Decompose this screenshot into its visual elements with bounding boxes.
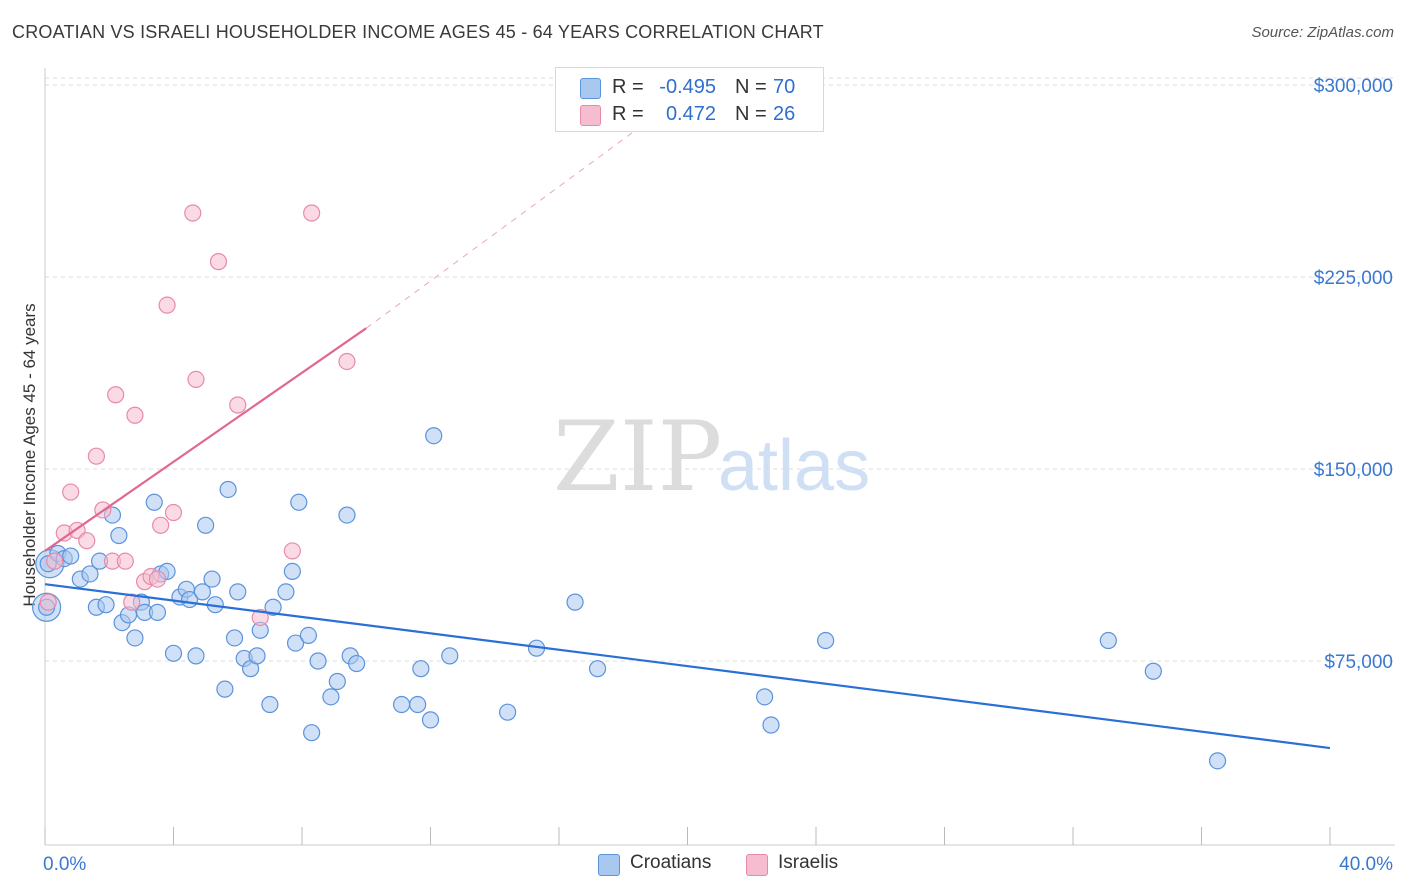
croatian-point: [193, 583, 212, 601]
croatian-point: [264, 598, 282, 616]
croatian-point: [499, 703, 517, 721]
legend-n-label: N =: [735, 103, 767, 125]
israeli-point: [39, 593, 57, 611]
croatian-point: [412, 660, 430, 678]
israeli-point: [303, 204, 321, 222]
croatian-point: [216, 680, 234, 698]
y-axis-label: Householder Income Ages 45 - 64 years: [20, 303, 39, 606]
israeli-trend-extension: [365, 115, 656, 329]
legend-r-value-israelis: 0.472: [665, 103, 716, 125]
croatian-point: [164, 644, 183, 662]
correlation-legend: R = -0.495 N = 70 R = 0.472 N = 26: [555, 67, 824, 132]
croatian-point: [817, 631, 835, 650]
legend-n-value-croatians: 70: [773, 76, 796, 98]
israeli-point: [229, 396, 247, 414]
legend-n-value-israelis: 26: [773, 103, 796, 125]
israeli-point: [107, 386, 125, 404]
watermark-zip: ZIP: [553, 401, 722, 513]
croatian-point: [219, 480, 237, 499]
y-tick-label: $300,000: [1314, 76, 1393, 97]
israeli-point: [123, 593, 141, 611]
croatian-point: [1144, 662, 1162, 680]
croatian-point: [328, 672, 346, 691]
croatian-point: [187, 647, 205, 665]
croatian-point: [392, 695, 411, 714]
israeli-point: [116, 552, 134, 570]
croatian-point: [762, 716, 780, 734]
croatian-point: [81, 565, 99, 583]
israeli-point: [187, 370, 205, 388]
croatian-point: [229, 583, 247, 601]
croatian-point: [1099, 631, 1117, 650]
israeli-point: [283, 542, 301, 560]
croatian-point: [309, 652, 327, 670]
bottom-legend-swatch-israelis: [746, 854, 768, 876]
croatian-point: [225, 629, 244, 647]
israeli-point: [78, 532, 96, 550]
legend-n-label: N =: [735, 76, 767, 98]
israeli-point: [184, 204, 202, 222]
legend-r-value-croatians: -0.495: [659, 76, 716, 98]
croatian-point: [299, 626, 318, 645]
croatian-point: [348, 654, 366, 673]
croatian-point: [441, 647, 459, 665]
y-tick-label: $225,000: [1314, 268, 1393, 289]
croatian-point: [1208, 752, 1227, 770]
legend-swatch-israelis: [580, 105, 601, 126]
croatian-point: [322, 688, 340, 706]
croatian-point: [286, 634, 305, 652]
bottom-legend-swatch-croatians: [598, 854, 620, 876]
croatian-point: [409, 695, 427, 714]
croatian-point: [203, 570, 221, 588]
x-tick-label-min: 0.0%: [43, 854, 86, 875]
croatian-trend-line: [44, 583, 1331, 750]
croatian-point: [197, 516, 215, 534]
croatian-point: [425, 427, 443, 445]
croatian-point: [97, 596, 115, 614]
chart-source: Source: ZipAtlas.com: [1251, 24, 1394, 41]
y-tick-label: $75,000: [1324, 652, 1393, 673]
croatian-point: [421, 711, 440, 729]
israeli-point: [251, 608, 269, 627]
croatian-point: [126, 629, 144, 647]
bottom-legend-label-israelis: Israelis: [778, 852, 839, 873]
legend-swatch-croatians: [580, 78, 601, 99]
israeli-point: [62, 483, 80, 501]
israeli-point: [87, 447, 106, 465]
y-tick-label: $150,000: [1314, 460, 1393, 481]
israeli-point: [126, 406, 144, 424]
legend-r-label: R =: [612, 76, 644, 98]
croatian-point: [277, 583, 295, 601]
croatian-point: [145, 493, 163, 511]
israeli-trend-line: [44, 327, 367, 552]
croatian-point: [283, 562, 301, 581]
croatian-point: [148, 603, 167, 621]
croatian-point: [261, 695, 279, 714]
israeli-point: [152, 516, 170, 534]
israeli-point: [209, 253, 228, 271]
israeli-point: [338, 352, 356, 371]
israeli-point: [164, 503, 183, 522]
bottom-legend-label-croatians: Croatians: [630, 852, 712, 873]
israeli-point: [46, 552, 64, 570]
legend-r-label: R =: [612, 103, 644, 125]
croatian-point: [62, 547, 80, 565]
x-tick-label-max: 40.0%: [1339, 854, 1393, 875]
chart-title: CROATIAN VS ISRAELI HOUSEHOLDER INCOME A…: [12, 22, 824, 42]
croatian-point: [303, 724, 321, 742]
croatian-point: [588, 660, 607, 678]
croatian-point: [290, 493, 308, 511]
croatian-point: [338, 506, 356, 524]
watermark-atlas: atlas: [718, 426, 870, 506]
croatian-point: [566, 593, 584, 611]
croatian-point: [110, 526, 128, 545]
croatian-point: [755, 688, 774, 706]
israeli-point: [148, 570, 167, 588]
israeli-point: [158, 296, 176, 314]
croatian-point: [248, 647, 266, 665]
